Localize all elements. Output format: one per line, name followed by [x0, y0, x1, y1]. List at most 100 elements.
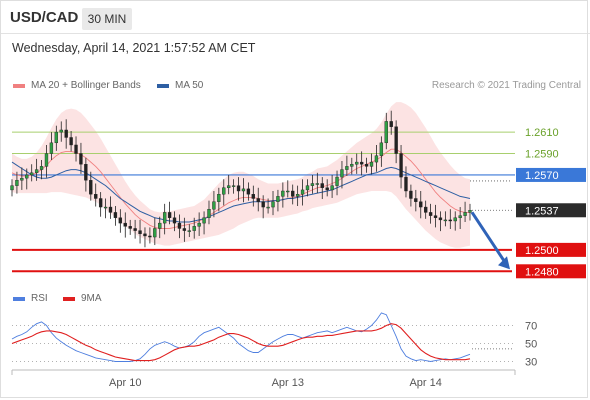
candle-body [182, 228, 187, 231]
candle-body [20, 177, 24, 181]
level-tag-1.2537 [516, 203, 586, 218]
candle-body [448, 219, 452, 222]
candle-body [409, 190, 413, 199]
rsi-tick-30: 30 [525, 357, 537, 369]
level-label-1.2610: 1.2610 [525, 127, 559, 139]
forecast-layer [470, 211, 510, 270]
header-divider [0, 33, 590, 34]
candle-body [138, 230, 142, 235]
level-tag-1.2570 [516, 167, 586, 182]
candle-body [281, 190, 285, 197]
candle-body [468, 210, 472, 213]
timeframe-button[interactable]: 30 MIN [82, 8, 132, 30]
level-label-1.2480: 1.2480 [525, 266, 559, 278]
candle-body [39, 166, 44, 170]
candles-layer [10, 110, 472, 248]
candle-body [325, 187, 329, 191]
candle-body [458, 215, 462, 218]
candle-body [251, 194, 255, 199]
level-label-1.2537: 1.2537 [525, 205, 559, 217]
legend-rsi-ma-label: 9MA [81, 293, 102, 304]
candle-body [276, 196, 280, 202]
symbol-title: USD/CAD [10, 9, 79, 26]
candle-body [128, 226, 132, 229]
candle-body [355, 161, 359, 165]
candle-body [433, 215, 438, 218]
candle-body [118, 217, 123, 224]
candle-body [438, 217, 443, 221]
candle-body [84, 164, 88, 181]
time-axis: Apr 10 Apr 13 Apr 14 [11, 369, 516, 389]
moving-average-layer [11, 148, 471, 229]
candle-body [212, 201, 216, 210]
candle-body [222, 187, 226, 195]
candle-body [305, 185, 310, 191]
candle-body [300, 189, 305, 195]
candle-body [94, 194, 98, 199]
candle-body [369, 161, 374, 167]
candle-body [98, 198, 103, 208]
ma50-line [11, 161, 471, 223]
level-label-1.2500: 1.2500 [525, 245, 559, 257]
rsi-ma-line [11, 323, 471, 362]
rsi-tick-70: 70 [525, 321, 537, 333]
candle-body [25, 174, 29, 179]
candle-body [79, 153, 83, 165]
candle-body [148, 235, 152, 238]
candle-body [295, 194, 300, 197]
level-label-1.2590: 1.2590 [525, 149, 559, 161]
candle-body [207, 208, 211, 218]
candle-body [197, 222, 201, 227]
candle-body [453, 217, 457, 222]
candle-body [153, 228, 157, 238]
candle-body [89, 180, 93, 195]
candle-body [246, 188, 251, 195]
candle-body [113, 212, 118, 218]
candle-body [261, 201, 265, 208]
candle-body [217, 194, 221, 202]
candle-body [345, 166, 349, 170]
candle-body [69, 137, 73, 146]
legend-rsi-ma: 9MA [63, 293, 102, 304]
rsi-panel: 70 50 30 [11, 312, 537, 369]
candle-body [10, 185, 14, 191]
candle-body [192, 226, 196, 231]
rsi-swatch [13, 296, 25, 301]
candle-body [379, 142, 384, 156]
candle-body [241, 188, 246, 192]
candle-body [187, 230, 191, 232]
candle-body [399, 153, 403, 178]
candle-body [266, 206, 270, 209]
chart-datetime: Wednesday, April 14, 2021 1:57:52 AM CET [12, 41, 256, 55]
level-labels-layer: 1.2610 1.2590 1.2570 1.2537 1.2500 1.2480 [516, 127, 586, 279]
candle-body [335, 176, 339, 186]
level-label-1.2570: 1.2570 [525, 170, 559, 182]
candle-body [30, 172, 34, 176]
candle-body [443, 219, 448, 222]
candle-body [340, 169, 344, 178]
candle-body [414, 198, 418, 202]
candle-body [310, 183, 315, 186]
candle-body [108, 206, 113, 213]
candle-body [320, 183, 324, 188]
candle-body [231, 185, 236, 187]
candle-body [227, 185, 231, 188]
credit-text: Research © 2021 Trading Central [431, 80, 581, 91]
candle-body [315, 183, 320, 185]
candle-body [384, 121, 388, 144]
forecast-arrow-head [498, 256, 510, 270]
x-tick-apr-14: Apr 14 [409, 377, 441, 389]
candle-body [291, 190, 295, 197]
candle-body [256, 198, 260, 202]
candle-body [143, 233, 147, 237]
candle-body [389, 121, 393, 127]
legend-ma20: MA 20 + Bollinger Bands [13, 80, 141, 91]
forecast-arrow-line [470, 211, 507, 264]
candle-body [44, 153, 49, 167]
legend-rsi: RSI [13, 293, 48, 304]
rsi-ma-swatch [63, 296, 75, 301]
level-tag-1.2500 [516, 242, 586, 257]
candle-body [59, 129, 63, 133]
legend-rsi-label: RSI [31, 293, 48, 304]
